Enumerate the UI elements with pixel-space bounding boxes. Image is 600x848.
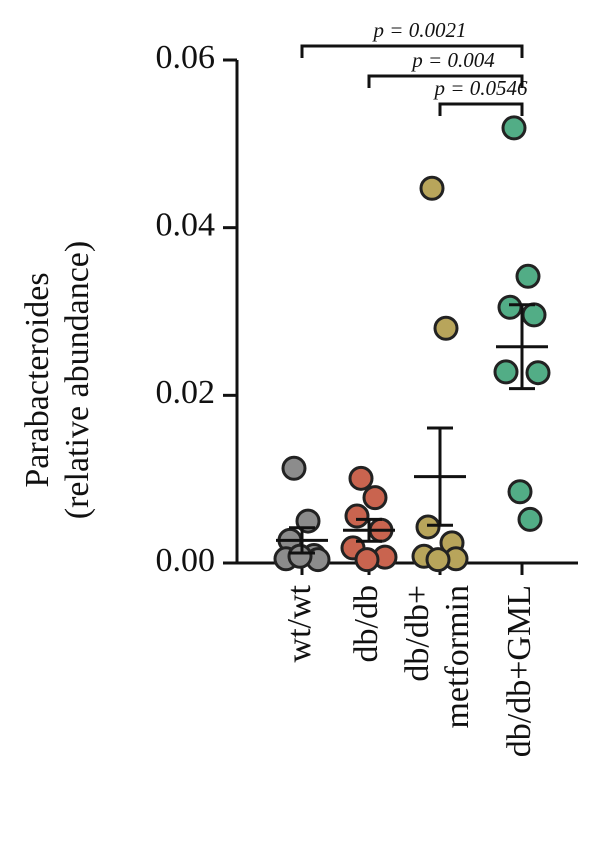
data-point: [287, 543, 313, 569]
x-tick-label: wt/wt: [281, 584, 318, 662]
data-point: [362, 485, 388, 511]
y-axis-title: Parabacteroides (relative abundance): [19, 241, 96, 519]
y-axis-title-line: Parabacteroides: [19, 272, 56, 487]
p-value: p = 0.004: [410, 48, 495, 72]
p-value: p = 0.0021: [372, 18, 467, 42]
x-tick-label-line: db/db: [348, 585, 385, 662]
data-point: [521, 302, 547, 328]
x-tick-label-line: db/db+GML: [501, 585, 538, 757]
x-tick-label: db/db+GML: [501, 585, 538, 757]
significance-bracket: [300, 44, 524, 58]
y-tick-label: 0.00: [156, 542, 216, 579]
x-tick-label-line: db/db+: [399, 585, 436, 682]
data-point: [433, 315, 459, 341]
x-tick-label: db/db: [348, 585, 385, 662]
data-point: [493, 359, 519, 385]
data-point: [497, 294, 523, 320]
y-tick-label: 0.02: [156, 374, 216, 411]
data-point: [501, 115, 527, 141]
significance-bracket: [367, 74, 524, 88]
x-tick-label-line: wt/wt: [281, 584, 318, 662]
y-tick-label: 0.06: [156, 39, 216, 76]
x-tick-label-line: metformin: [439, 585, 476, 729]
x-tick-label: db/db+ metformin: [399, 585, 476, 729]
data-point: [515, 263, 541, 289]
data-point: [517, 506, 543, 532]
p-value: p = 0.0546: [433, 76, 528, 100]
y-tick-label: 0.04: [156, 206, 216, 243]
data-point: [507, 479, 533, 505]
data-point: [354, 547, 380, 573]
data-point: [281, 455, 307, 481]
significance-bracket: [438, 102, 524, 116]
data-point: [419, 175, 445, 201]
data-point: [348, 465, 374, 491]
data-point: [344, 503, 370, 529]
data-point: [425, 547, 451, 573]
data-point: [525, 360, 551, 386]
y-axis-title-line: (relative abundance): [59, 241, 96, 519]
data-point: [415, 514, 441, 540]
